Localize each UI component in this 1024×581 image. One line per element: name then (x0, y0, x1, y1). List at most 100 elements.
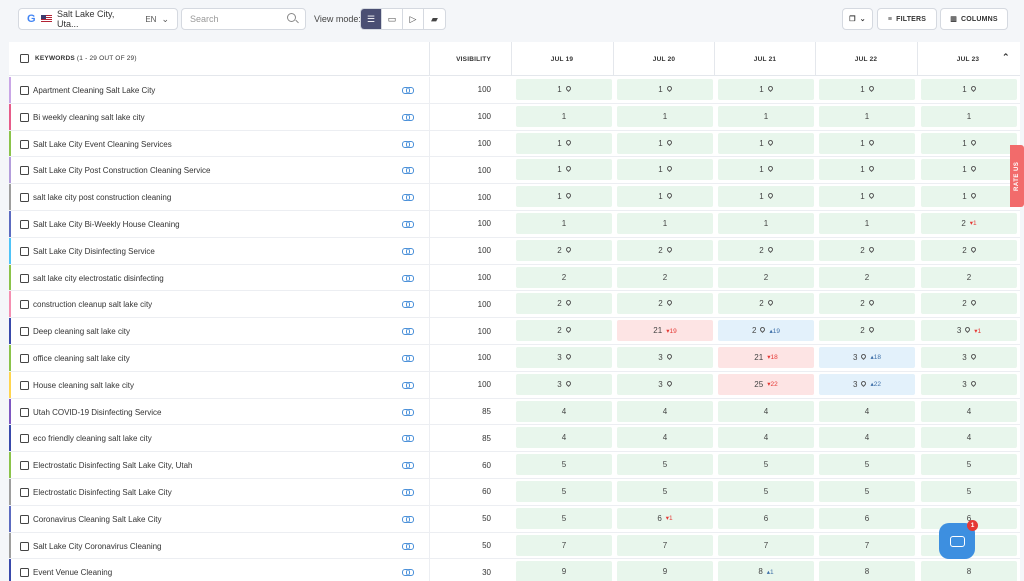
link-icon[interactable] (402, 113, 414, 121)
rank-cell[interactable]: 2 (819, 239, 915, 261)
link-icon[interactable] (402, 300, 414, 309)
chevron-up-icon[interactable]: ⌃ (1002, 52, 1010, 62)
row-checkbox[interactable] (20, 541, 29, 551)
rank-cell[interactable]: 2 (516, 293, 612, 315)
rank-cell[interactable]: 25 ▾22 (718, 373, 814, 395)
date-header[interactable]: JUL 22 (815, 42, 916, 76)
rank-cell[interactable]: 4 (718, 400, 814, 422)
rank-cell[interactable]: 7 (819, 534, 915, 556)
rank-cell[interactable]: 4 (921, 427, 1017, 449)
tag-view-button[interactable]: ▷ (403, 9, 424, 29)
date-header[interactable]: JUL 20 (613, 42, 714, 76)
rank-cell[interactable]: 1 (819, 79, 915, 100)
rank-cell[interactable]: 8 (819, 561, 915, 581)
rank-cell[interactable]: 1 (718, 186, 814, 208)
row-checkbox[interactable] (20, 193, 29, 203)
visibility-header[interactable]: VISIBILITY (429, 42, 511, 76)
rank-cell[interactable]: 2 (819, 266, 915, 288)
rank-cell[interactable]: 1 (617, 186, 713, 208)
rank-cell[interactable]: 4 (819, 400, 915, 422)
rank-cell[interactable]: 6 ▾1 (617, 507, 713, 529)
link-icon[interactable] (402, 488, 414, 496)
rank-cell[interactable]: 1 (516, 105, 612, 127)
rank-cell[interactable]: 2 (921, 266, 1017, 288)
rank-cell[interactable]: 4 (718, 427, 814, 449)
row-checkbox[interactable] (20, 487, 29, 497)
rank-cell[interactable]: 1 (718, 132, 814, 154)
rank-cell[interactable]: 1 (617, 132, 713, 154)
rank-cell[interactable]: 1 (718, 212, 814, 234)
link-icon[interactable] (402, 193, 414, 202)
rank-cell[interactable]: 5 (516, 480, 612, 502)
link-icon[interactable] (402, 274, 414, 282)
row-checkbox[interactable] (20, 434, 29, 444)
row-checkbox[interactable] (20, 353, 29, 363)
rank-cell[interactable]: 2 (921, 239, 1017, 261)
rank-cell[interactable]: 8 (921, 561, 1017, 581)
rank-cell[interactable]: 1 (617, 212, 713, 234)
link-icon[interactable] (402, 542, 414, 550)
rank-cell[interactable]: 3 (516, 373, 612, 395)
folder-view-button[interactable]: ▭ (382, 9, 403, 29)
date-header[interactable]: JUL 23 (917, 42, 1018, 76)
location-selector[interactable]: G Salt Lake City, Uta... EN ⌄ (18, 8, 178, 30)
rank-cell[interactable]: 3 ▾1 (921, 320, 1017, 342)
filters-button[interactable]: ≡ FILTERS (877, 8, 937, 30)
copy-dropdown-button[interactable]: ❐ ⌄ (842, 8, 873, 30)
rank-cell[interactable]: 1 (718, 159, 814, 181)
rank-cell[interactable]: 9 (516, 561, 612, 581)
rank-cell[interactable]: 4 (617, 427, 713, 449)
rank-cell[interactable]: 1 (921, 79, 1017, 100)
rank-cell[interactable]: 4 (921, 400, 1017, 422)
row-checkbox[interactable] (20, 139, 29, 149)
row-checkbox[interactable] (20, 300, 29, 310)
rank-cell[interactable]: 1 (921, 132, 1017, 154)
rank-cell[interactable]: 1 (718, 105, 814, 127)
rank-cell[interactable]: 2 (718, 266, 814, 288)
rank-cell[interactable]: 5 (516, 454, 612, 476)
link-icon[interactable] (402, 220, 414, 228)
rank-cell[interactable]: 5 (617, 454, 713, 476)
rank-cell[interactable]: 2 (617, 266, 713, 288)
link-icon[interactable] (402, 515, 414, 523)
row-checkbox[interactable] (20, 166, 29, 176)
rank-cell[interactable]: 1 (718, 79, 814, 100)
rank-cell[interactable]: 1 (617, 159, 713, 181)
link-icon[interactable] (402, 247, 414, 255)
rank-cell[interactable]: 5 (921, 454, 1017, 476)
list-view-button[interactable]: ☰ (361, 9, 382, 29)
rank-cell[interactable]: 8 ▴1 (718, 561, 814, 581)
rank-cell[interactable]: 4 (516, 400, 612, 422)
rank-cell[interactable]: 2 (819, 320, 915, 342)
rank-cell[interactable]: 1 (819, 212, 915, 234)
rank-cell[interactable]: 21 ▾18 (718, 346, 814, 368)
link-icon[interactable] (402, 166, 414, 175)
row-checkbox[interactable] (20, 514, 29, 524)
row-checkbox[interactable] (20, 219, 29, 229)
rank-cell[interactable]: 5 (819, 480, 915, 502)
rate-us-tab[interactable]: RATE US (1010, 145, 1024, 207)
link-icon[interactable] (402, 408, 414, 416)
link-icon[interactable] (402, 354, 414, 362)
search-icon[interactable] (287, 13, 296, 22)
rank-cell[interactable]: 2 (617, 239, 713, 261)
rank-cell[interactable]: 3 (516, 346, 612, 368)
link-icon[interactable] (402, 86, 414, 94)
rank-cell[interactable]: 3 ▴22 (819, 373, 915, 395)
rank-cell[interactable]: 5 (516, 507, 612, 529)
link-icon[interactable] (402, 568, 414, 577)
rank-cell[interactable]: 2 (516, 266, 612, 288)
rank-cell[interactable]: 9 (617, 561, 713, 581)
rank-cell[interactable]: 1 (516, 132, 612, 154)
rank-cell[interactable]: 4 (819, 427, 915, 449)
row-checkbox[interactable] (20, 327, 29, 337)
rank-cell[interactable]: 2 (516, 239, 612, 261)
rank-cell[interactable]: 6 (819, 507, 915, 529)
row-checkbox[interactable] (20, 407, 29, 417)
rank-cell[interactable]: 2 (921, 293, 1017, 315)
row-checkbox[interactable] (20, 380, 29, 390)
rank-cell[interactable]: 1 (617, 105, 713, 127)
rank-cell[interactable]: 3 (617, 373, 713, 395)
search-input[interactable] (181, 8, 306, 30)
link-icon[interactable] (402, 434, 414, 443)
